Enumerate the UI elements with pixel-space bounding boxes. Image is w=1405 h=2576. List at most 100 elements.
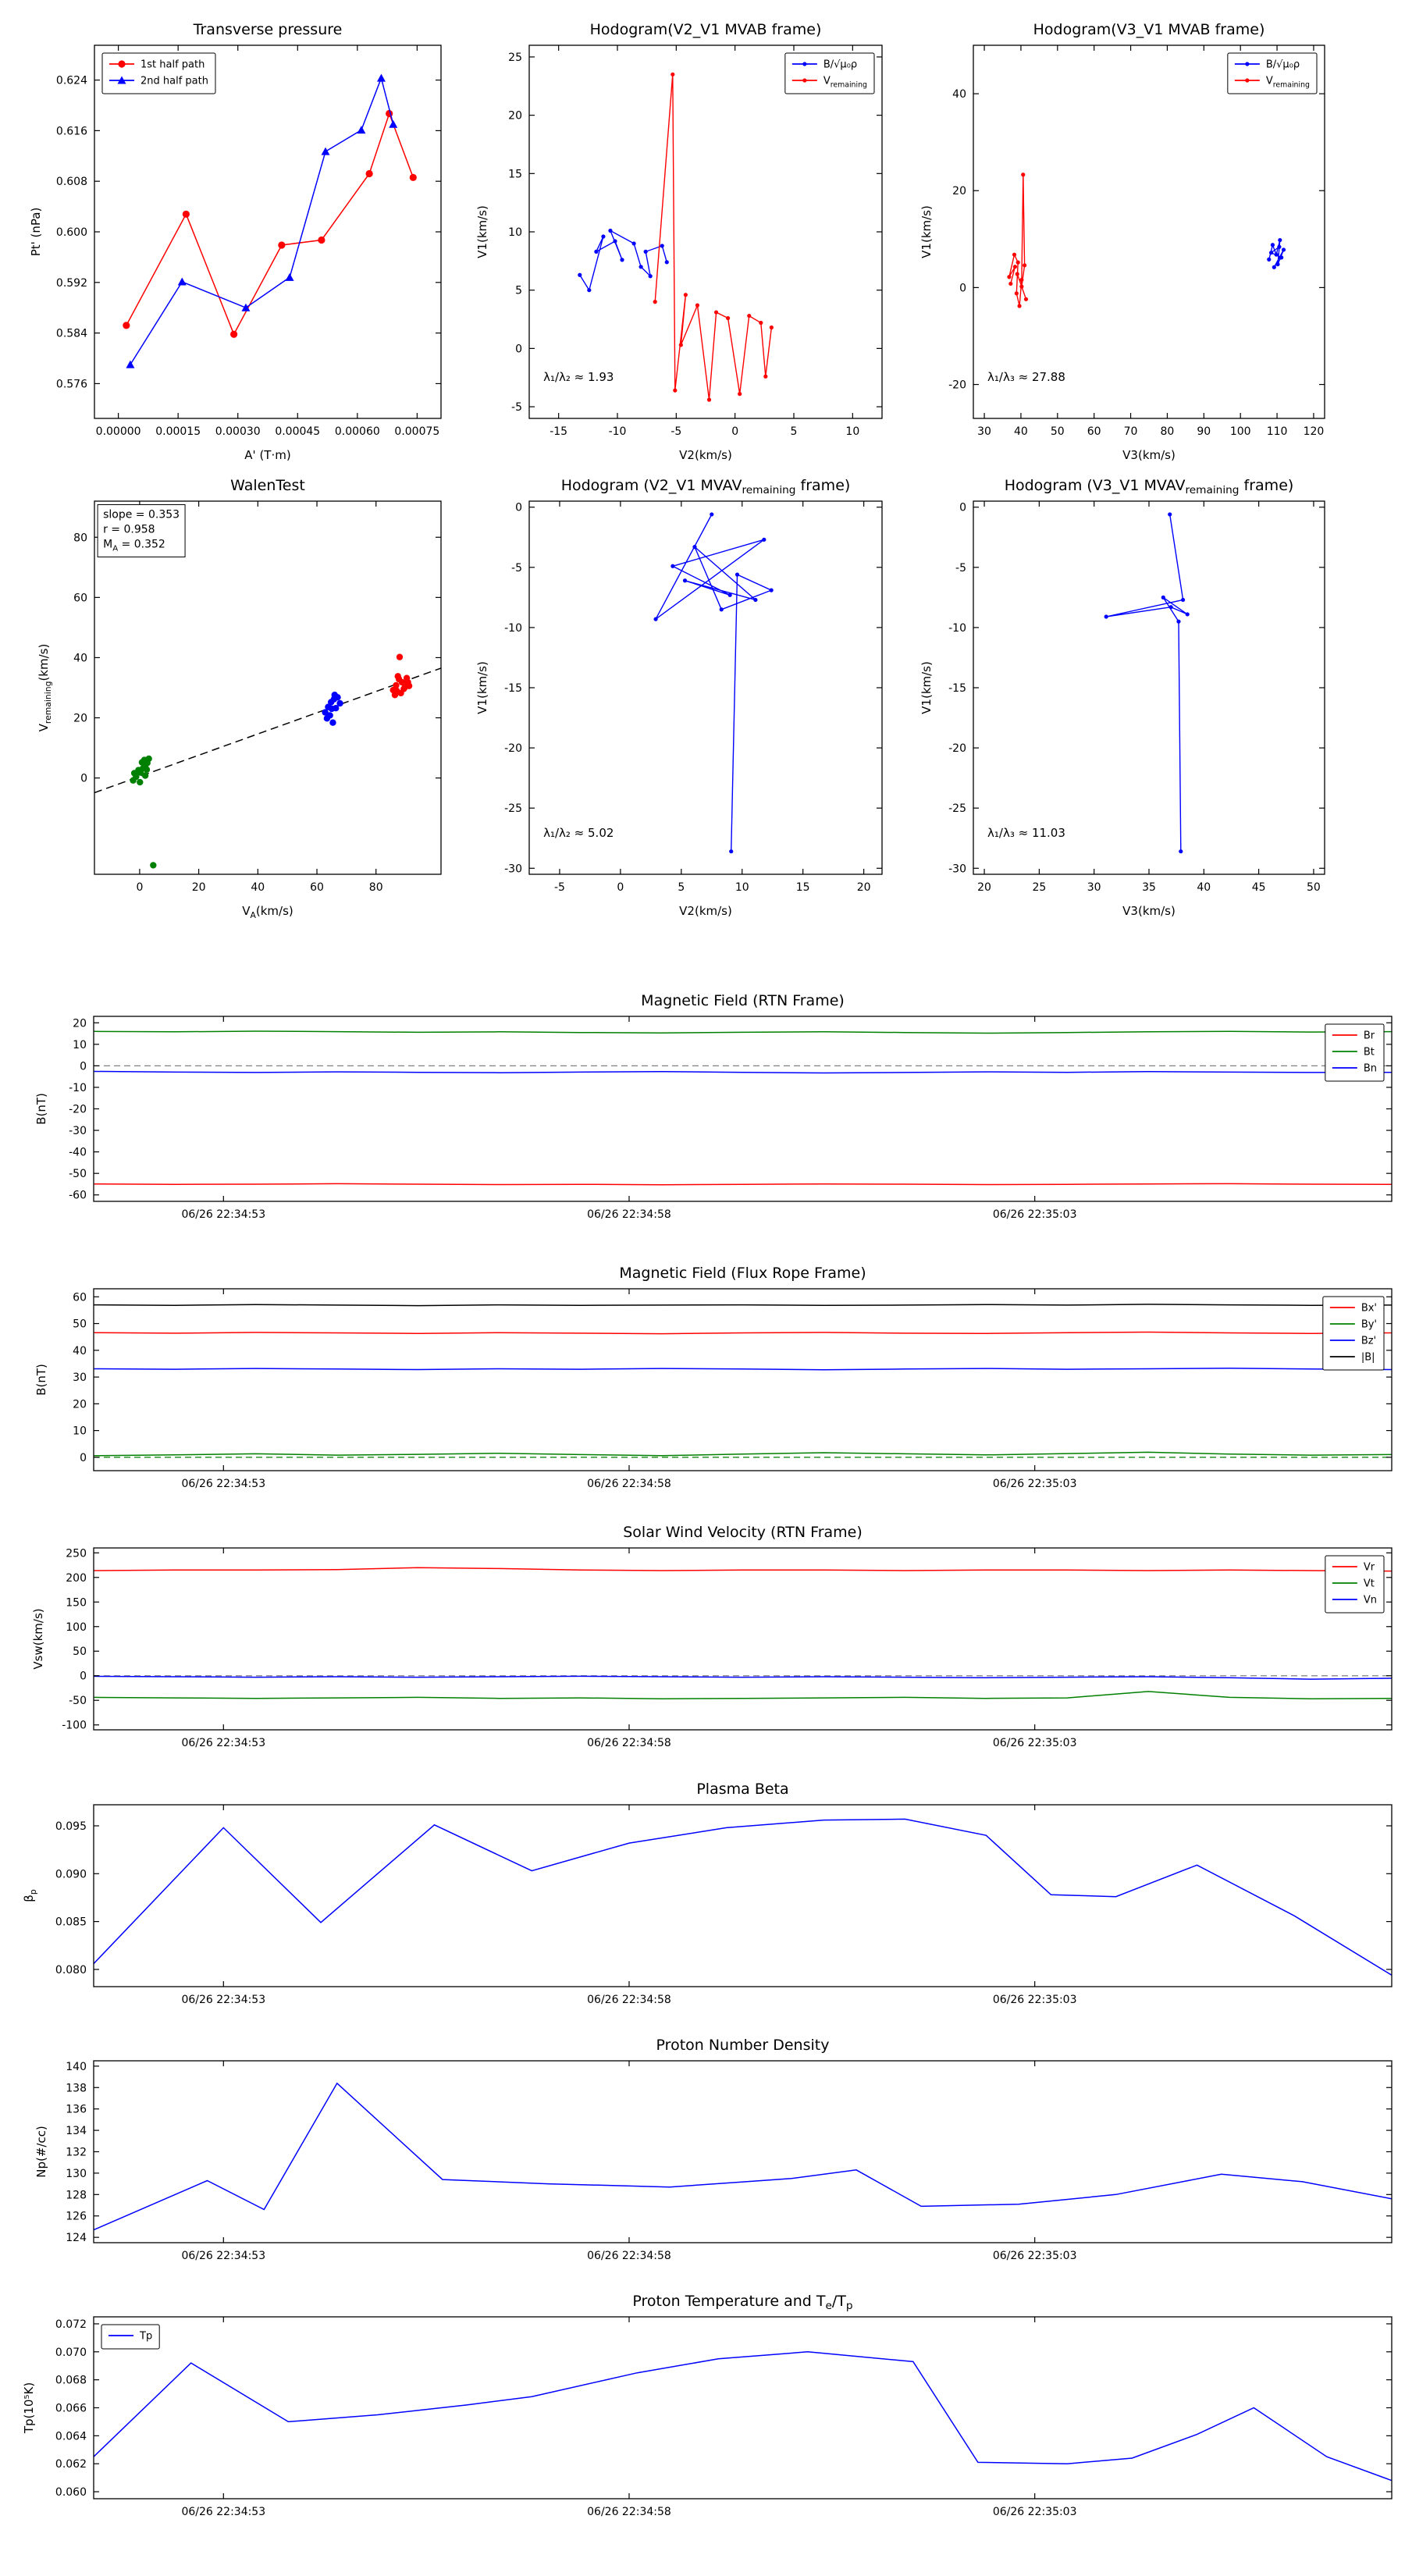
y-tick-label: 60 — [73, 1291, 87, 1304]
legend-label: 2nd half path — [140, 76, 208, 87]
x-tick-label: 06/26 22:34:53 — [181, 1208, 265, 1221]
x-tick-label: 06/26 22:34:53 — [181, 2250, 265, 2262]
hodogram-v3v1-mvav-chart-series — [1104, 512, 1190, 854]
x-tick-label: 40 — [1014, 425, 1028, 438]
v-remaining-path-marker — [762, 537, 767, 542]
hodogram-v2v1-mvab-chart-series — [578, 72, 774, 402]
cluster-green-marker — [137, 778, 144, 786]
x-tick-label: 0 — [731, 425, 738, 438]
y-tick-label: 100 — [66, 1621, 87, 1634]
hodogram-v2v1-mvav-chart: -5 0 5 10 15 20 0 -5 -10 -15 -20 -25 -30 Hodogram (V2… — [475, 477, 883, 918]
annotation: slope = 0.353 r = 0.958 MA = 0.352 — [97, 504, 186, 558]
x-tick-label: 06/26 22:34:53 — [181, 1994, 265, 2006]
b-alfven-marker — [594, 249, 599, 254]
x-tick-label: 0.00000 — [96, 425, 141, 438]
first-half-path-marker — [318, 236, 325, 244]
legend-sample-marker — [802, 78, 807, 83]
x-tick-label: 5 — [791, 425, 798, 438]
second-half-path-marker — [285, 272, 294, 281]
chart-title: Transverse pressure — [193, 21, 343, 38]
x-tick-label: 110 — [1267, 425, 1288, 438]
v-remaining-marker — [1019, 284, 1024, 289]
cluster-red-marker — [405, 682, 413, 689]
b-alfven-marker — [608, 228, 613, 233]
x-tick-label: 06/26 22:34:53 — [181, 2506, 265, 2518]
x-tick-label: 20 — [192, 881, 206, 894]
x-tick-label: 0.00030 — [215, 425, 261, 438]
v-remaining-path-line — [1106, 514, 1188, 852]
y-tick-label: 40 — [73, 652, 87, 664]
b-alfven-marker — [1277, 244, 1282, 249]
annotation-text: λ₁/λ₃ ≈ 27.88 — [987, 370, 1065, 384]
legend-label: Vn — [1364, 1595, 1377, 1606]
x-tick-label: 06/26 22:34:58 — [587, 1994, 671, 2006]
Vr-line — [94, 1567, 1392, 1572]
y-tick-label: 0.070 — [55, 2347, 87, 2359]
v-remaining-marker — [1012, 252, 1017, 257]
cluster-green-marker — [130, 770, 138, 777]
x-tick-label: 15 — [796, 881, 810, 894]
y-tick-label: 200 — [66, 1572, 87, 1585]
x-tick-label: 120 — [1304, 425, 1325, 438]
v-remaining-path-marker — [769, 588, 774, 592]
first-half-path-line — [126, 112, 414, 336]
annotation-text: λ₁/λ₃ ≈ 11.03 — [987, 826, 1065, 840]
b-alfven-marker — [1267, 257, 1272, 262]
y-tick-label: 60 — [73, 592, 87, 604]
x-tick-label: 06/26 22:35:03 — [993, 1737, 1077, 1749]
x-tick-label: -15 — [550, 425, 567, 438]
y-tick-label: 140 — [66, 2061, 87, 2073]
chart-title: Solar Wind Velocity (RTN Frame) — [623, 1524, 863, 1541]
legend-label: Vremaining — [1266, 76, 1310, 90]
legend-label: Vt — [1364, 1578, 1375, 1590]
v-remaining-marker — [670, 72, 675, 76]
Bn-line — [94, 1070, 1392, 1074]
v-remaining-marker — [769, 325, 774, 330]
v-remaining-path-marker — [682, 578, 688, 583]
magnetic-field-rtn-chart: 06/26 22:34:53 06/26 22:34:58 06/26 22:35:… — [34, 992, 1393, 1221]
legend-box — [1322, 1296, 1385, 1371]
transverse-pressure-chart-series — [123, 73, 417, 368]
y-tick-label: 0.085 — [55, 1916, 87, 1929]
y-axis-label: B(nT) — [34, 1093, 48, 1125]
x-tick-label: 06/26 22:35:03 — [993, 2506, 1077, 2518]
axes-frame — [94, 500, 442, 875]
v-remaining-marker — [1007, 275, 1012, 279]
v-remaining-path-marker — [735, 572, 740, 577]
y-tick-label: 50 — [73, 1318, 87, 1331]
v-remaining-marker — [747, 313, 752, 318]
v-remaining-marker — [759, 320, 763, 326]
second-half-path-marker — [376, 73, 386, 82]
y-tick-label: 20 — [73, 1398, 87, 1411]
y-tick-label: 30 — [73, 1372, 87, 1384]
v-remaining-marker — [1023, 263, 1027, 268]
legend: Br Bt Bn — [1332, 1030, 1377, 1075]
legend: Bx' By' Bz' |B| — [1329, 1303, 1377, 1364]
proton-temperature-chart: 06/26 22:34:53 06/26 22:34:58 06/26 22:35:… — [22, 2293, 1393, 2518]
x-tick-label: 0 — [617, 881, 624, 894]
y-tick-label: 0.068 — [55, 2375, 87, 2387]
v-remaining-marker — [1014, 291, 1019, 296]
y-tick-label: 40 — [73, 1345, 87, 1357]
second-half-path-marker — [126, 360, 135, 368]
fit-line-line — [94, 667, 441, 794]
second-half-path-marker — [241, 303, 251, 311]
cluster-blue-marker — [331, 692, 338, 699]
y-tick-label: -60 — [69, 1190, 87, 1202]
x-tick-label: 30 — [1087, 881, 1101, 894]
y-tick-label: 0.072 — [55, 2318, 87, 2331]
annotation: λ₁/λ₃ ≈ 27.88 — [987, 370, 1065, 384]
cluster-red-marker — [396, 653, 404, 660]
legend-label: Bx' — [1361, 1303, 1377, 1315]
b-alfven-marker — [620, 258, 624, 262]
v-remaining-marker — [678, 343, 683, 347]
y-axis-label: βp — [22, 1889, 38, 1902]
legend-box — [784, 52, 875, 94]
y-tick-label: -30 — [504, 863, 522, 875]
v-remaining-marker — [1016, 260, 1020, 265]
v-remaining-marker — [713, 310, 719, 315]
b-alfven-marker — [587, 288, 592, 293]
first-half-path-marker — [230, 330, 238, 338]
x-axis-label: V2(km/s) — [679, 904, 732, 918]
first-half-path-marker — [123, 322, 130, 329]
